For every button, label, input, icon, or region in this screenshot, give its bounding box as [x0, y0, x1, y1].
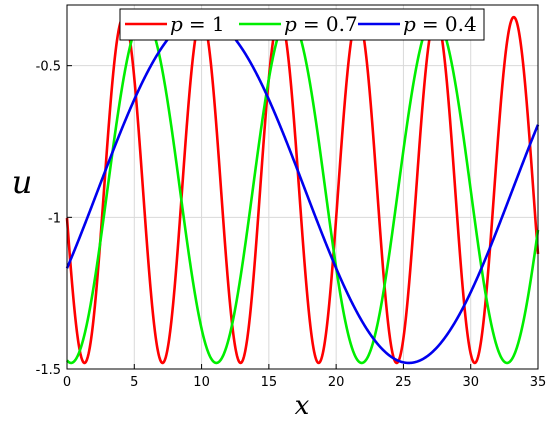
x-tick-label: 5 — [130, 375, 138, 390]
x-tick-label: 25 — [395, 375, 412, 390]
x-tick-label: 0 — [63, 375, 71, 390]
legend-label-1: p = 1 — [170, 12, 225, 36]
plot-frame — [66, 4, 539, 370]
x-axis-label: x — [295, 391, 310, 421]
legend: p = 1 p = 0.7 p = 0.4 — [119, 8, 485, 41]
legend-label-3: p = 0.4 — [403, 12, 477, 36]
legend-box — [119, 8, 485, 41]
x-ticks: 0 5 10 15 20 25 30 35 — [63, 364, 546, 390]
x-tick-label: 30 — [462, 375, 479, 390]
x-tick-label: 35 — [530, 375, 547, 390]
y-tick-label: -1.5 — [36, 363, 61, 378]
plot-area — [67, 5, 538, 369]
legend-label-2: p = 0.7 — [284, 12, 358, 36]
x-tick-label: 10 — [193, 375, 210, 390]
series-line-1 — [65, 15, 540, 365]
y-ticks: -1.5 -1 -0.5 — [36, 60, 72, 378]
y-tick-label: -0.5 — [36, 60, 61, 75]
x-tick-label: 20 — [328, 375, 345, 390]
series-line-3 — [65, 15, 540, 365]
y-axis-label: u — [12, 163, 33, 201]
x-tick-label: 15 — [261, 375, 278, 390]
y-tick-label: -1 — [48, 211, 61, 226]
